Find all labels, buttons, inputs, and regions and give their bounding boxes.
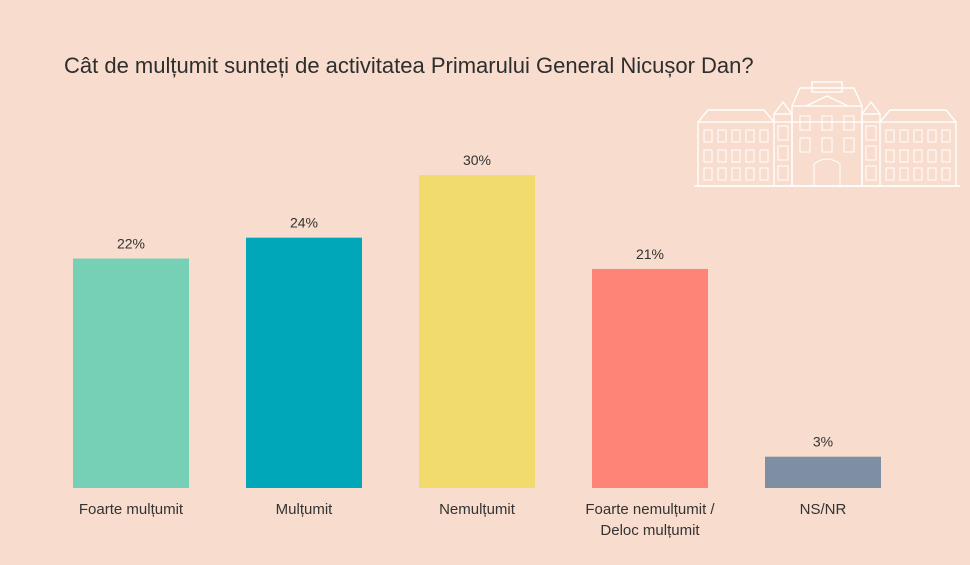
value-labels-group: 22% 24% 30% 21% 3% [117,152,833,450]
bar-0 [73,258,189,488]
category-label-line: Foarte mulțumit [79,501,184,518]
bar-3 [592,268,708,488]
value-label-1: 24% [290,215,318,231]
category-label-line: Mulțumit [276,501,334,518]
category-label-line: NS/NR [800,501,847,518]
bar-4 [765,456,881,488]
category-label-line: Foarte nemulțumit / [585,501,715,518]
bar-2 [419,175,535,488]
category-label-0: Foarte mulțumit [79,501,184,518]
category-label-3: Foarte nemulțumit / Deloc mulțumit [585,501,715,539]
category-label-4: NS/NR [800,501,847,518]
category-label-line: Deloc mulțumit [600,522,700,539]
value-label-2: 30% [463,152,491,168]
chart-title: Cât de mulțumit sunteți de activitatea P… [64,53,754,78]
category-label-2: Nemulțumit [439,501,516,518]
value-label-3: 21% [636,246,664,262]
bar-1 [246,237,362,488]
category-labels-group: Foarte mulțumit Mulțumit Nemulțumit Foarte … [79,501,847,539]
value-label-0: 22% [117,236,145,252]
value-label-4: 3% [813,434,833,450]
category-label-line: Nemulțumit [439,501,516,518]
bars-group [73,175,881,488]
category-label-1: Mulțumit [276,501,334,518]
city-hall-building-icon [694,81,960,187]
